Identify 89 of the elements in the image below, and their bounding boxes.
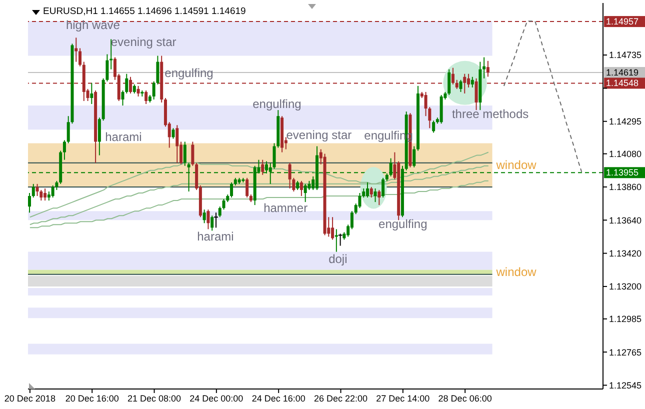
ref-line-label: 1.14957 — [606, 16, 639, 27]
candlestick — [362, 188, 366, 198]
x-tick-label: 28 Dec 06:00 — [438, 393, 492, 404]
candlestick — [172, 128, 175, 140]
candlestick — [132, 84, 136, 94]
annotation: engulfing — [378, 217, 428, 232]
x-tick-label: 24 Dec 00:00 — [190, 393, 244, 404]
line-series — [29, 180, 489, 228]
y-tick-label: 1.13640 — [609, 215, 642, 226]
candlestick — [331, 216, 334, 240]
candlestick — [463, 73, 466, 94]
candlestick — [32, 183, 35, 198]
candlestick — [482, 56, 486, 79]
candlestick — [366, 182, 370, 198]
candlestick — [296, 180, 300, 190]
candlestick — [222, 198, 226, 210]
candlestick — [374, 188, 377, 203]
annotation: high wave — [66, 18, 120, 32]
candlestick — [206, 209, 210, 230]
candlestick — [78, 48, 82, 67]
candlestick — [455, 79, 458, 90]
candlestick — [459, 79, 462, 92]
candlestick — [288, 162, 292, 189]
candlestick — [261, 159, 264, 176]
candlestick — [218, 206, 222, 218]
candlestick — [98, 117, 101, 156]
x-tick-label: 26 Dec 22:00 — [314, 393, 368, 404]
candlestick — [470, 76, 474, 88]
candlestick — [382, 177, 385, 198]
y-tick-label: 1.14295 — [609, 116, 642, 127]
annotation: evening star — [286, 128, 352, 142]
y-tick-label: 1.12765 — [609, 347, 642, 358]
y-tick-label: 1.14080 — [609, 148, 642, 159]
candlestick — [110, 38, 113, 70]
candlestick — [51, 184, 54, 198]
candlestick — [448, 68, 451, 96]
annotation: engulfing — [252, 97, 302, 112]
candlestick — [62, 140, 66, 160]
candlestick — [412, 146, 416, 168]
annotation: engulfing — [164, 66, 214, 80]
candlestick — [90, 82, 94, 105]
candlestick — [334, 228, 338, 252]
y-tick-label: 1.13200 — [609, 282, 642, 292]
chart-title: EURUSD,H1 1.14655 1.14696 1.14591 1.14619 — [43, 6, 246, 18]
annotation: doji — [328, 252, 348, 266]
candlestick — [144, 90, 148, 105]
y-tick-label: 1.13860 — [609, 182, 642, 192]
y-tick-label: 1.12545 — [609, 380, 642, 390]
y-tick-label: 1.12985 — [609, 314, 642, 324]
ref-line-label: 1.14619 — [606, 68, 639, 78]
band-label: window — [495, 265, 537, 280]
ref-line-label: 1.14548 — [606, 78, 639, 88]
x-tick-label: 24 Dec 16:00 — [252, 393, 306, 404]
annotation: three methods — [452, 107, 529, 122]
ref-line-label: 1.13955 — [606, 168, 639, 178]
x-tick-label: 20 Dec 2018 — [4, 393, 56, 404]
candlestick — [74, 37, 78, 62]
candlestick — [191, 141, 194, 166]
candlestick — [300, 180, 303, 196]
candlestick — [246, 177, 249, 198]
band-label: window — [495, 158, 537, 172]
candlestick — [304, 183, 307, 203]
candlestick — [125, 73, 128, 94]
candlestick — [474, 78, 478, 111]
x-tick-label: 20 Dec 16:00 — [65, 393, 119, 404]
candlestick — [451, 67, 454, 85]
candlestick — [486, 60, 490, 78]
candlestick — [176, 124, 179, 164]
candlestick — [230, 182, 234, 198]
candlestick — [467, 73, 470, 88]
x-tick-label: 27 Dec 14:00 — [376, 393, 430, 404]
candlestick — [183, 141, 186, 166]
candlestick — [36, 183, 39, 196]
candlestick — [370, 186, 373, 198]
x-tick-label: 21 Dec 08:00 — [127, 393, 182, 404]
annotation: harami — [197, 230, 234, 244]
candlestick — [378, 189, 381, 206]
candlestick — [121, 90, 124, 106]
annotation: hammer — [264, 200, 308, 215]
candlestick — [28, 192, 31, 214]
candlestick — [432, 120, 436, 134]
candlestick — [47, 190, 50, 202]
candlestick — [44, 188, 47, 202]
annotation: harami — [105, 130, 142, 144]
candlestick — [202, 209, 206, 224]
candlestick — [210, 215, 214, 232]
y-tick-label: 1.14735 — [609, 50, 642, 60]
y-tick-label: 1.13420 — [609, 248, 642, 258]
candlestick — [136, 85, 140, 97]
